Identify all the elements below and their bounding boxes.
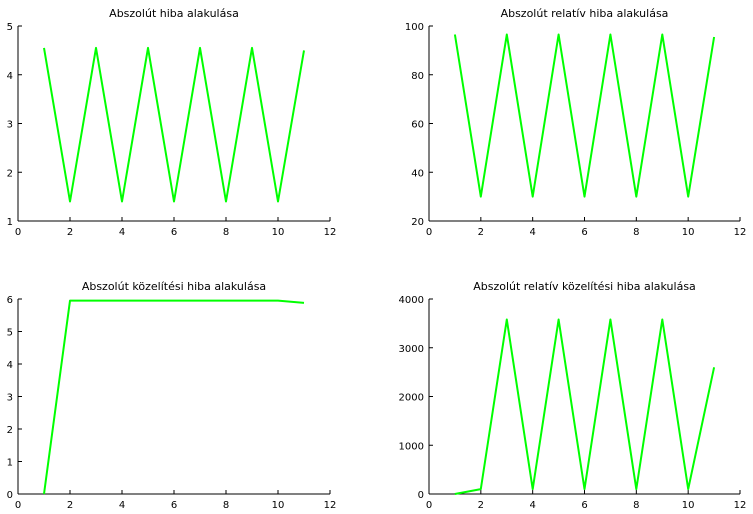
y-tick-label: 3 <box>7 120 13 131</box>
x-tick-label: 10 <box>682 227 695 238</box>
y-tick-label: 2 <box>7 168 13 179</box>
y-tick-label: 3 <box>7 393 13 404</box>
x-tick-label: 8 <box>223 500 229 511</box>
x-tick-label: 10 <box>272 227 285 238</box>
chart-title: Abszolút közelítési hiba alakulása <box>82 280 266 293</box>
y-tick-label: 4 <box>7 360 13 371</box>
chart-panel-2: Abszolút relatív hiba alakulása 0 2 4 6 8 10 12… <box>405 7 746 238</box>
x-tick-label: 4 <box>119 227 125 238</box>
y-tick-label: 4 <box>7 71 13 82</box>
x-tick-label: 10 <box>272 500 285 511</box>
x-tick-label: 6 <box>171 227 177 238</box>
y-tick-label: 1 <box>7 217 13 228</box>
x-tick-label: 6 <box>581 227 587 238</box>
series-line <box>454 318 716 495</box>
series-line <box>453 33 716 198</box>
x-tick-label: 2 <box>478 227 484 238</box>
chart-panel-3: Abszolút közelítési hiba alakulása 0 2 4 6 8 1… <box>7 280 337 511</box>
x-tick-label: 8 <box>223 227 229 238</box>
y-tick-label: 0 <box>7 490 13 501</box>
y-tick-label: 3000 <box>399 344 424 355</box>
x-tick-label: 4 <box>529 227 535 238</box>
x-tick-label: 6 <box>581 500 587 511</box>
chart-title: Abszolút hiba alakulása <box>109 7 239 20</box>
x-tick-label: 6 <box>171 500 177 511</box>
chart-title: Abszolút relatív hiba alakulása <box>501 7 669 20</box>
x-tick-label: 12 <box>734 227 747 238</box>
x-tick-label: 8 <box>633 227 639 238</box>
x-tick-label: 0 <box>15 227 21 238</box>
x-tick-label: 4 <box>119 500 125 511</box>
x-tick-label: 2 <box>67 500 73 511</box>
series-line <box>43 46 305 203</box>
y-tick-label: 80 <box>411 71 424 82</box>
chart-title: Abszolút relatív közelítési hiba alakulá… <box>473 280 696 293</box>
series-line <box>43 299 305 495</box>
x-tick-label: 12 <box>324 500 337 511</box>
x-tick-label: 0 <box>426 500 432 511</box>
x-tick-label: 12 <box>734 500 747 511</box>
y-tick-label: 1000 <box>399 441 424 452</box>
y-tick-label: 100 <box>405 22 424 33</box>
x-tick-label: 2 <box>67 227 73 238</box>
y-tick-label: 0 <box>418 490 424 501</box>
y-tick-label: 1 <box>7 458 13 469</box>
y-tick-label: 40 <box>411 168 424 179</box>
x-tick-label: 8 <box>633 500 639 511</box>
x-tick-label: 2 <box>478 500 484 511</box>
y-tick-label: 6 <box>7 295 13 306</box>
y-tick-label: 4000 <box>399 295 424 306</box>
chart-panel-4: Abszolút relatív közelítési hiba alakulá… <box>399 280 747 511</box>
y-tick-label: 5 <box>7 328 13 339</box>
y-tick-label: 20 <box>411 217 424 228</box>
y-tick-label: 5 <box>7 22 13 33</box>
y-tick-label: 2000 <box>399 393 424 404</box>
x-tick-label: 10 <box>682 500 695 511</box>
y-tick-label: 60 <box>411 120 424 131</box>
y-tick-label: 2 <box>7 425 13 436</box>
x-tick-label: 4 <box>529 500 535 511</box>
x-tick-label: 0 <box>15 500 21 511</box>
x-tick-label: 0 <box>426 227 432 238</box>
x-tick-label: 12 <box>324 227 337 238</box>
